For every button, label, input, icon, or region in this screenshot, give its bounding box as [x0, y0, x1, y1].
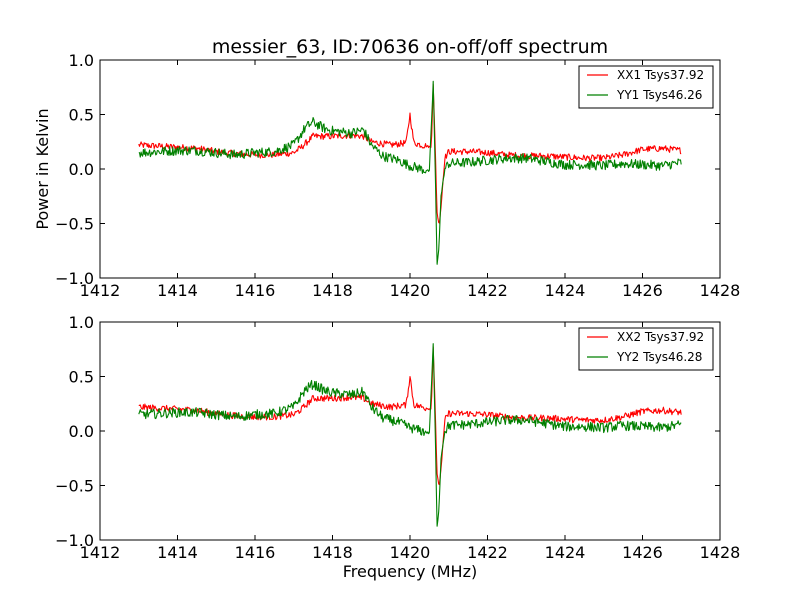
- x-tick-label: 1428: [700, 281, 741, 300]
- x-tick-label: 1416: [235, 543, 276, 562]
- y-tick-label: 1.0: [69, 51, 94, 70]
- x-tick-label: 1414: [157, 543, 198, 562]
- y-tick-label: 0.0: [69, 422, 94, 441]
- x-tick-label: 1414: [157, 281, 198, 300]
- legend: XX1 Tsys37.92 YY1 Tsys46.26: [578, 65, 714, 109]
- legend-label: XX2 Tsys37.92: [617, 330, 704, 344]
- x-tick-label: 1426: [622, 281, 663, 300]
- y-tick-label: −0.5: [55, 477, 94, 496]
- y-tick-label: −1.0: [55, 269, 94, 288]
- x-tick-label: 1416: [235, 281, 276, 300]
- x-axis-label: Frequency (MHz): [343, 562, 477, 581]
- x-tick-label: 1422: [467, 281, 508, 300]
- y-tick-label: 0.5: [69, 106, 94, 125]
- series-line-yy: [138, 343, 682, 527]
- x-tick-label: 1420: [390, 281, 431, 300]
- legend-label: YY2 Tsys46.28: [616, 350, 702, 364]
- x-tick-label: 1418: [312, 543, 353, 562]
- y-tick-label: 0.5: [69, 368, 94, 387]
- y-axis-label: Power in Kelvin: [33, 108, 52, 229]
- x-tick-label: 1428: [700, 543, 741, 562]
- x-tick-label: 1418: [312, 281, 353, 300]
- x-tick-label: 1412: [80, 281, 121, 300]
- bottom-spectrum-panel: 1412 1414 1416 1418 1420 1422 1424 1426 1428 −1.0…: [55, 313, 740, 562]
- series-line-yy: [138, 80, 682, 265]
- x-tick-label: 1424: [545, 543, 586, 562]
- legend-label: YY1 Tsys46.26: [616, 88, 702, 102]
- x-tick-label: 1424: [545, 281, 586, 300]
- y-tick-label: 1.0: [69, 313, 94, 332]
- legend-label: XX1 Tsys37.92: [617, 68, 704, 82]
- x-tick-label: 1422: [467, 543, 508, 562]
- top-spectrum-panel: 1412 1414 1416 1418 1420 1422 1424 1426 1428 −1.0…: [33, 51, 740, 300]
- y-tick-label: −0.5: [55, 215, 94, 234]
- series-line-xx: [138, 84, 682, 224]
- x-tick-label: 1420: [390, 543, 431, 562]
- y-tick-label: −1.0: [55, 531, 94, 550]
- figure-title: messier_63, ID:70636 on-off/off spectrum: [212, 36, 608, 58]
- x-tick-label: 1412: [80, 543, 121, 562]
- legend: XX2 Tsys37.92 YY2 Tsys46.28: [578, 327, 714, 371]
- y-tick-label: 0.0: [69, 160, 94, 179]
- x-tick-label: 1426: [622, 543, 663, 562]
